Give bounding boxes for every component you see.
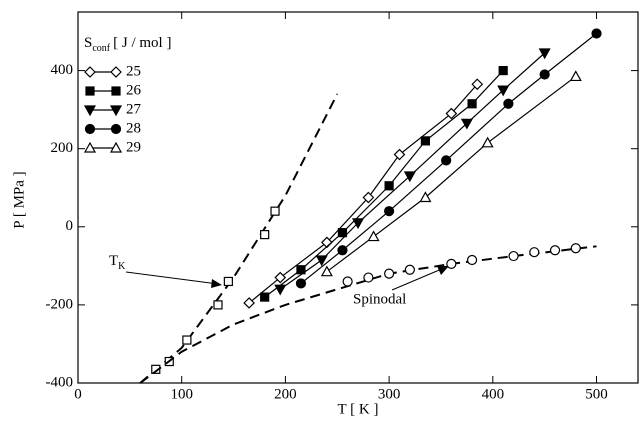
data-point xyxy=(393,148,406,161)
y-tick-label: -400 xyxy=(46,374,74,390)
legend-title-unit: [ J / mol ] xyxy=(113,35,171,51)
spinodal-point xyxy=(466,254,478,266)
y-tick-label: 0 xyxy=(66,218,74,234)
series-line xyxy=(264,70,504,298)
spinodal-point xyxy=(363,272,374,283)
data-point xyxy=(445,107,458,120)
legend-marker xyxy=(109,105,123,117)
data-point xyxy=(467,99,477,109)
data-point xyxy=(362,191,375,204)
data-point xyxy=(591,28,602,39)
data-point xyxy=(420,136,431,146)
tk-point xyxy=(182,335,192,345)
spinodal-point xyxy=(508,250,519,262)
tk-point xyxy=(260,230,270,240)
spinodal-curve xyxy=(139,245,597,384)
data-point xyxy=(243,297,255,309)
spinodal-point xyxy=(446,258,457,269)
tk-arrowhead xyxy=(211,279,222,288)
y-tick-label: 200 xyxy=(51,140,74,156)
data-point xyxy=(274,271,287,284)
spinodal-point xyxy=(549,245,561,256)
x-tick-label: 300 xyxy=(378,386,401,402)
legend-label: 29 xyxy=(126,139,141,155)
data-point xyxy=(538,48,551,60)
data-point xyxy=(351,218,365,230)
tk-point xyxy=(270,206,280,216)
tk-arrow xyxy=(125,271,219,285)
data-point xyxy=(337,245,348,256)
x-tick-label: 0 xyxy=(74,386,82,402)
tk-point xyxy=(223,276,233,287)
spinodal-arrow xyxy=(391,267,445,291)
spinodal-point xyxy=(342,276,353,287)
data-point xyxy=(498,65,508,76)
legend-title-main: S xyxy=(84,35,92,51)
series-line xyxy=(326,75,577,273)
x-tick-label: 500 xyxy=(585,386,608,402)
legend-marker xyxy=(84,66,96,78)
x-tick-label: 100 xyxy=(170,386,193,402)
legend-label: 25 xyxy=(126,63,141,79)
data-point xyxy=(471,78,484,91)
data-point xyxy=(503,98,514,109)
data-point xyxy=(441,155,452,166)
data-point xyxy=(295,278,307,289)
tk-label: TK xyxy=(109,253,126,272)
legend-label: 26 xyxy=(126,82,142,98)
data-point xyxy=(569,70,582,82)
legend-title-sub: conf xyxy=(92,43,110,54)
data-point xyxy=(384,181,394,191)
spinodal-point xyxy=(529,247,540,258)
legend-marker xyxy=(110,66,122,78)
data-point xyxy=(260,292,270,302)
spinodal-point xyxy=(384,268,395,279)
y-axis-label: P [ MPa ] xyxy=(11,171,27,228)
legend-marker xyxy=(110,123,122,135)
tk-label-sub: K xyxy=(118,261,126,272)
x-tick-label: 200 xyxy=(274,386,297,402)
x-tick-label: 400 xyxy=(482,386,505,402)
legend-marker xyxy=(83,141,97,153)
legend-marker xyxy=(83,105,97,117)
tk-curve xyxy=(139,93,339,384)
spinodal-point xyxy=(404,264,415,275)
legend-label: 28 xyxy=(126,120,141,136)
legend-marker xyxy=(109,141,123,153)
data-point xyxy=(367,230,380,242)
legend-marker xyxy=(111,86,121,96)
data-point xyxy=(320,265,333,277)
data-point xyxy=(481,136,494,148)
data-point xyxy=(497,85,510,97)
data-point xyxy=(460,118,473,130)
legend-label: 27 xyxy=(126,101,142,117)
data-point xyxy=(337,228,348,238)
legend-marker xyxy=(85,86,95,96)
spinodal-point xyxy=(570,243,581,254)
data-point xyxy=(403,171,416,183)
data-point xyxy=(296,265,306,275)
spinodal-label: Spinodal xyxy=(353,291,406,307)
data-point xyxy=(274,284,287,296)
tk-label-main: T xyxy=(109,253,118,269)
y-tick-label: -200 xyxy=(46,296,74,312)
plot-frame xyxy=(77,11,639,384)
legend-title: Sconf[ J / mol ] xyxy=(84,35,171,54)
data-point xyxy=(419,191,432,203)
spinodal-arrowhead xyxy=(437,266,449,275)
legend-marker xyxy=(84,123,96,135)
data-point xyxy=(384,206,395,217)
data-point xyxy=(539,69,550,80)
tk-point xyxy=(213,300,223,310)
data-point xyxy=(315,255,328,267)
x-axis-label: T [ K ] xyxy=(338,401,379,417)
y-tick-label: 400 xyxy=(51,62,74,78)
